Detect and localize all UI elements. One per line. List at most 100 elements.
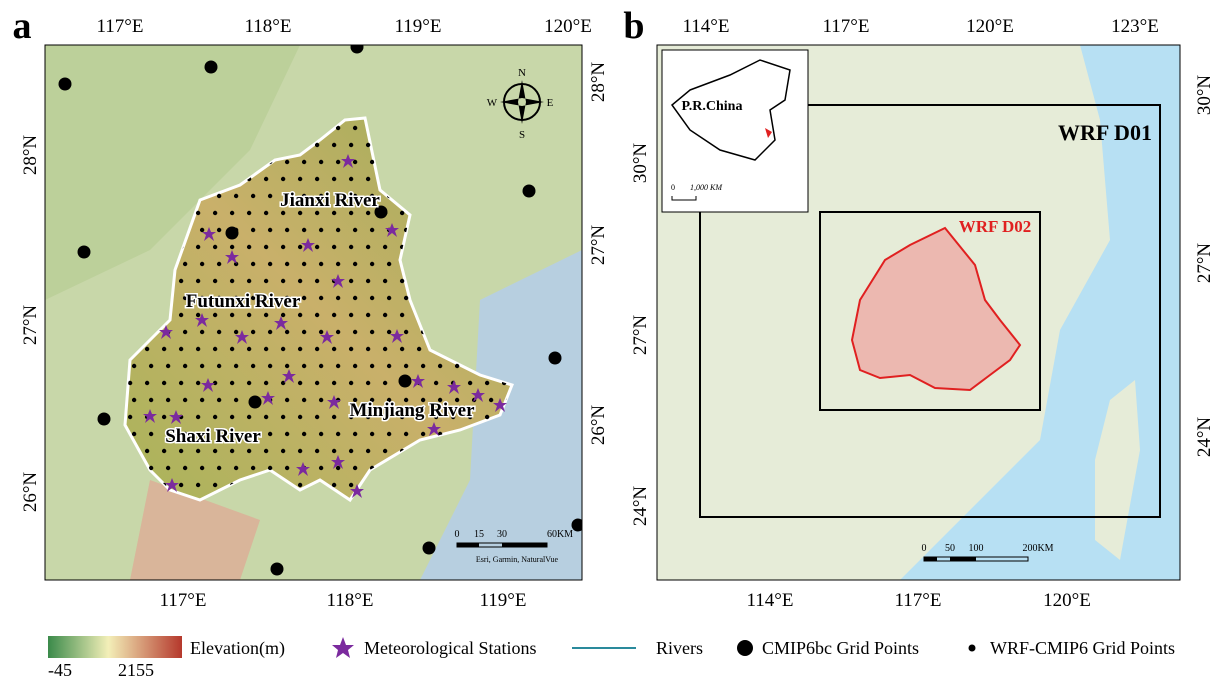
top-tick: 120°E [966,16,1014,37]
grid-dot [285,466,289,470]
inset-scale-label: 1,000 KM [690,183,723,192]
grid-dot [285,160,289,164]
panel-label: b [623,5,644,47]
grid-dot [315,313,319,317]
grid-dot [383,347,387,351]
grid-dot [285,398,289,402]
grid-dot [196,381,200,385]
grid-dot [400,211,404,215]
grid-dot [247,245,251,249]
cmip6-dot [271,563,284,576]
grid-dot [247,381,251,385]
top-tick: 114°E [683,16,730,37]
grid-dot [230,279,234,283]
grid-dot [234,466,238,470]
grid-dot [200,364,204,368]
grid-dot [166,364,170,368]
right-tick: 30°N [1194,75,1215,116]
grid-dot [366,347,370,351]
grid-dot [196,245,200,249]
grid-dot [230,449,234,453]
grid-dot [247,279,251,283]
grid-dot [315,211,319,215]
grid-dot [196,415,200,419]
grid-dot [366,143,370,147]
grid-dot [200,330,204,334]
grid-dot [319,262,323,266]
grid-dot [183,398,187,402]
grid-dot [315,415,319,419]
inset-title: P.R.China [682,99,743,114]
grid-dot [298,211,302,215]
grid-dot [268,228,272,232]
grid-dot [315,381,319,385]
grid-dot [162,449,166,453]
grid-dot [349,177,353,181]
grid-dot [366,245,370,249]
grid-dot [421,364,425,368]
cmip6-dot [423,542,436,555]
right-tick: 27°N [588,225,609,266]
grid-dot [404,364,408,368]
grid-dot [353,228,357,232]
grid-dot [285,364,289,368]
grid-dot [400,313,404,317]
grid-dot [404,432,408,436]
grid-dot [366,177,370,181]
grid-dot [353,330,357,334]
grid-dot [285,432,289,436]
grid-dot [438,364,442,368]
grid-dot [162,415,166,419]
inset-scale-label: 0 [671,183,675,192]
grid-dot [230,313,234,317]
grid-dot [383,279,387,283]
grid-dot [217,364,221,368]
grid-dot [302,228,306,232]
grid-dot [213,347,217,351]
grid-dot [332,143,336,147]
grid-dot [179,449,183,453]
grid-dot [332,245,336,249]
top-tick: 119°E [395,16,442,37]
grid-dot [404,296,408,300]
grid-dot [349,381,353,385]
grid-dot [319,296,323,300]
grid-dot [196,449,200,453]
cmip6-dot [98,413,111,426]
grid-dot [264,449,268,453]
grid-dot [281,449,285,453]
grid-dot [196,211,200,215]
grid-dot [468,381,472,385]
grid-dot [336,296,340,300]
bottom-tick: 114°E [747,590,794,611]
right-tick: 27°N [1194,243,1215,284]
bottom-tick: 120°E [1043,590,1091,611]
grid-dot [230,415,234,419]
grid-dot [247,449,251,453]
grid-dot [179,313,183,317]
grid-dot [302,262,306,266]
grid-dot [128,415,132,419]
grid-dot [196,313,200,317]
grid-dot [149,398,153,402]
river-label: Jianxi River [280,190,380,211]
grid-dot [387,432,391,436]
grid-dot [421,432,425,436]
grid-dot [489,398,493,402]
grid-dot [366,381,370,385]
grid-dot [179,381,183,385]
attribution: Esri, Garmin, NaturalVue [476,555,559,564]
grid-dot [366,211,370,215]
top-tick: 120°E [544,16,592,37]
grid-dot [183,466,187,470]
grid-dot [213,245,217,249]
grid-dot [383,313,387,317]
grid-dot [264,211,268,215]
grid-dot [298,415,302,419]
grid-dot [234,330,238,334]
left-tick: 30°N [630,143,651,184]
grid-dot [349,347,353,351]
grid-dot [383,449,387,453]
grid-dot [302,398,306,402]
grid-dot [162,347,166,351]
